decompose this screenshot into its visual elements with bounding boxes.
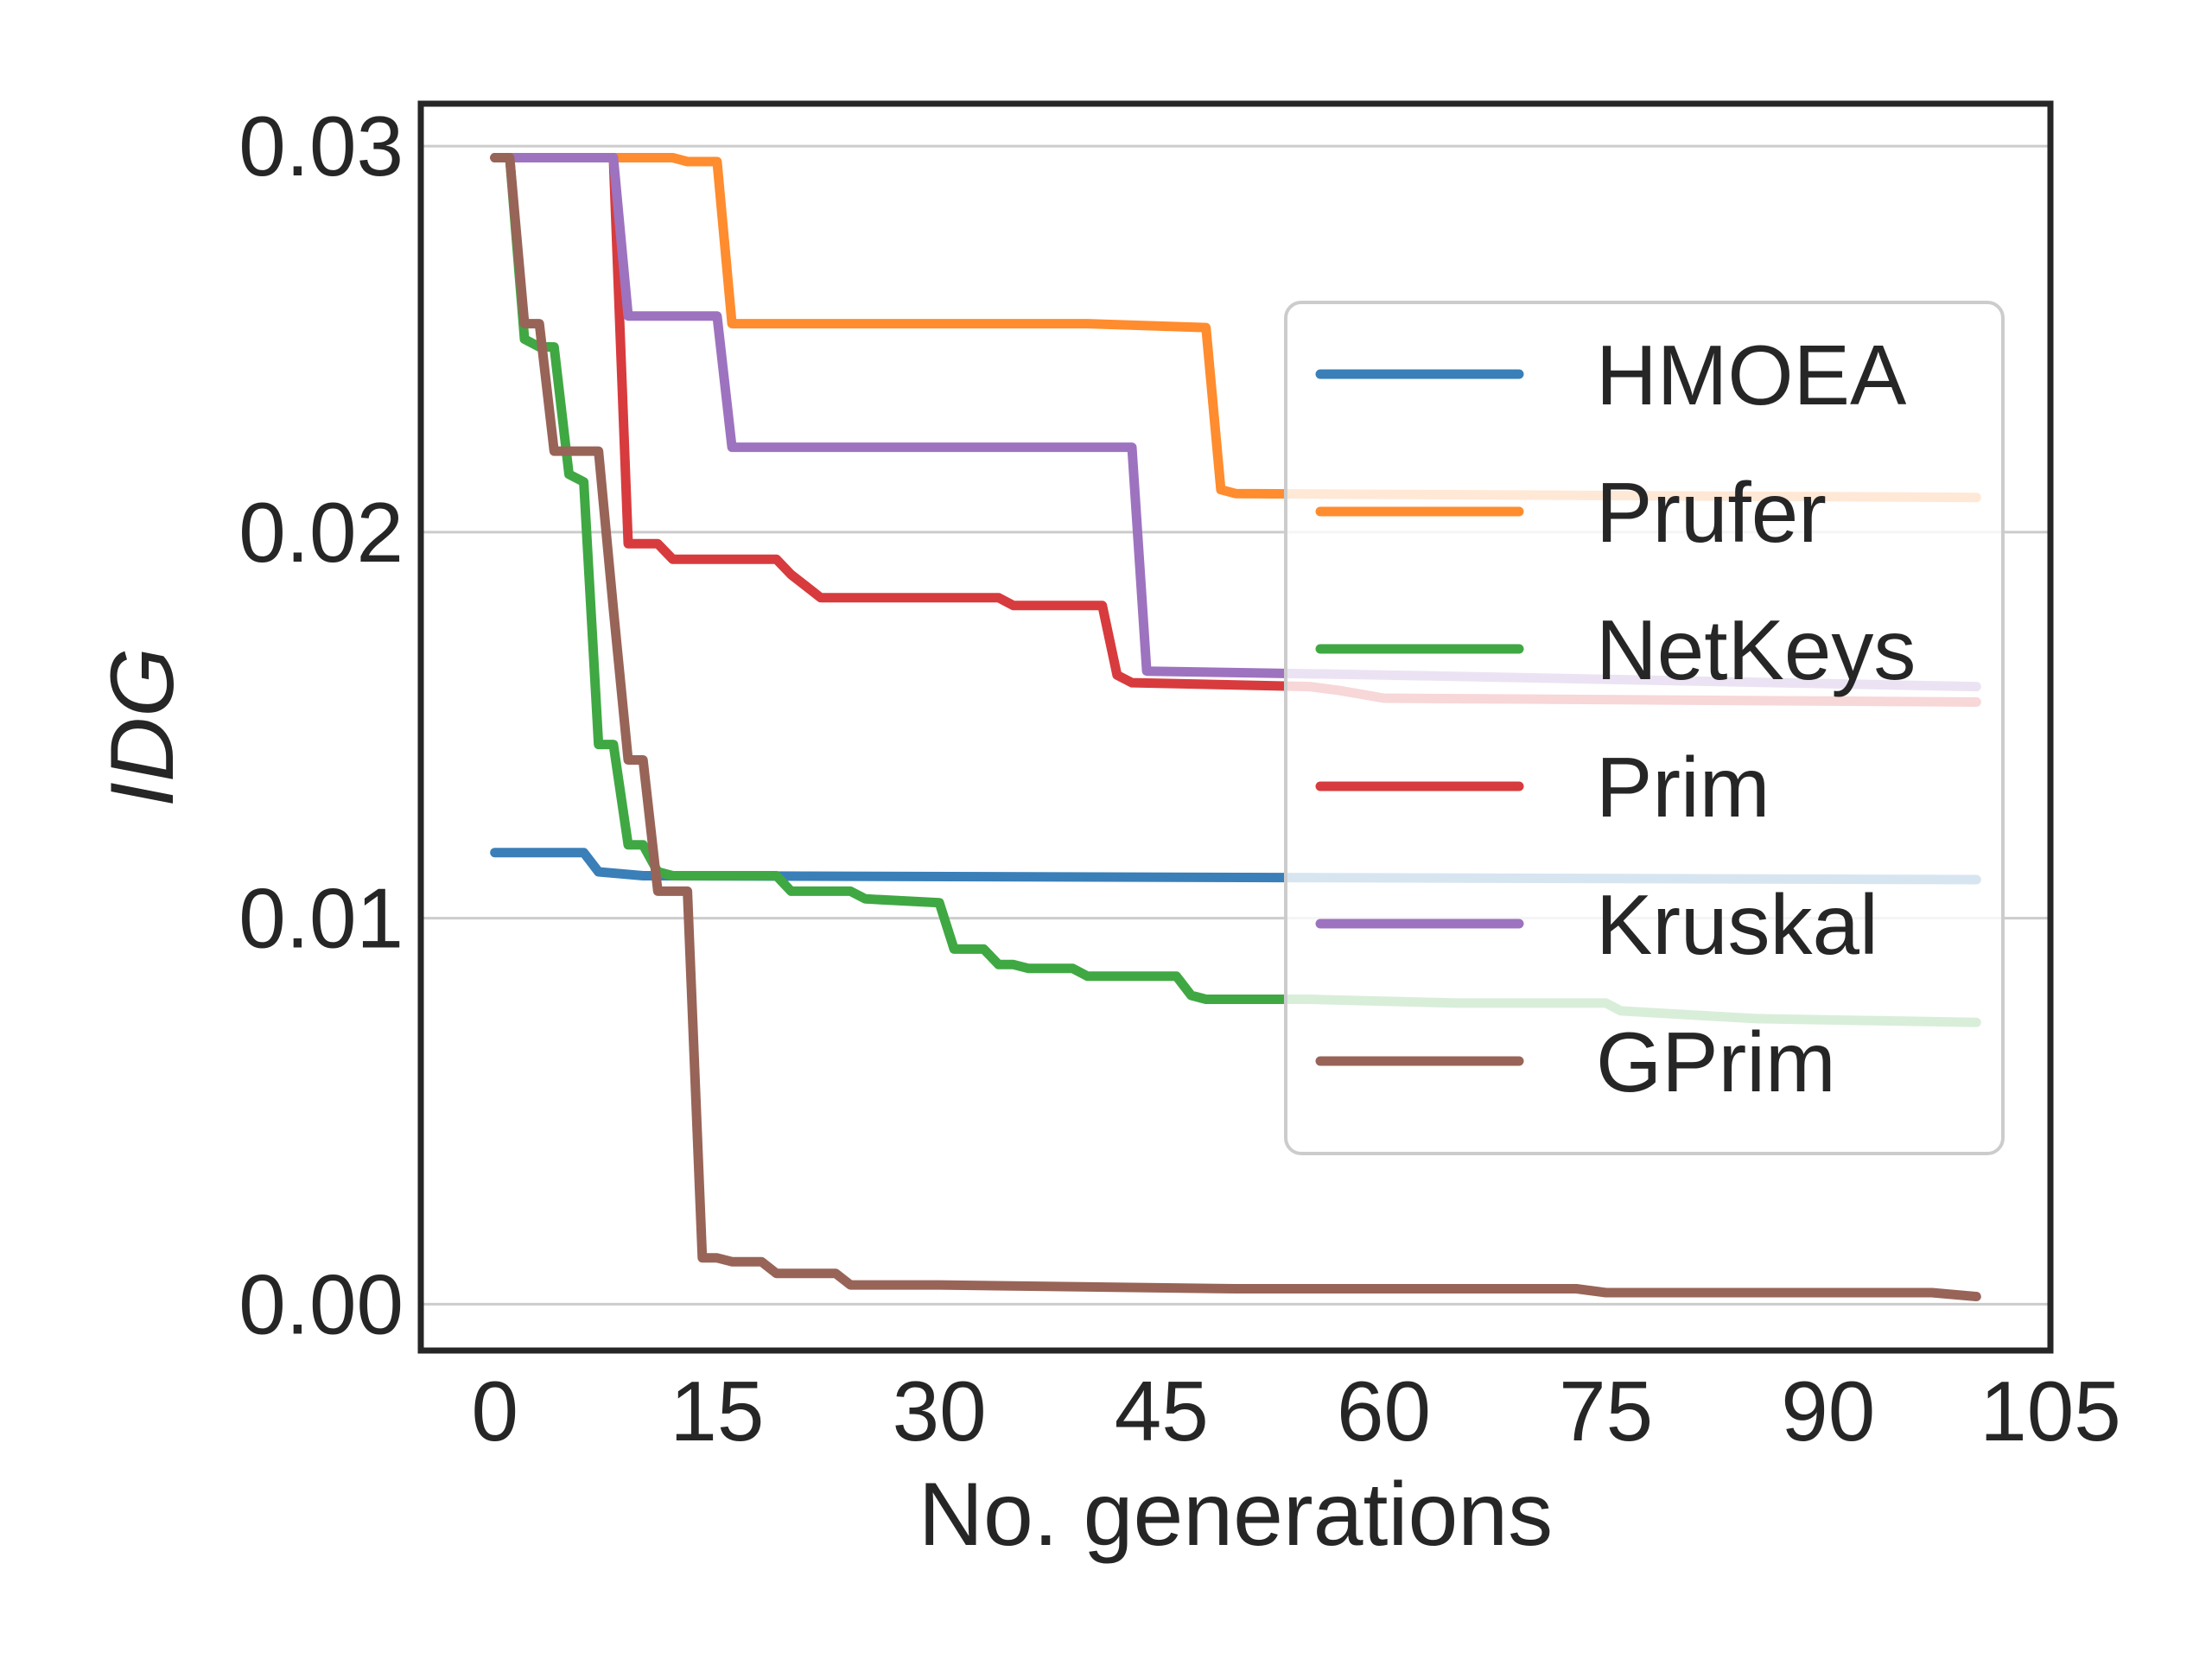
y-axis-label: IDG [92, 647, 193, 807]
x-tick-label: 0 [471, 1363, 518, 1459]
legend-label-prufer: Prufer [1596, 465, 1827, 560]
legend-label-netkeys: NetKeys [1596, 602, 1916, 697]
x-tick-label: 90 [1781, 1363, 1875, 1459]
series-line-gprim [490, 153, 1981, 1301]
x-tick-label: 15 [670, 1363, 764, 1459]
series-line-netkeys [490, 153, 1981, 1027]
series-line-prufer [490, 153, 1981, 503]
x-tick-labels: 0 15 30 45 60 75 90 105 [471, 1363, 2120, 1459]
y-tick-labels: 0.00 0.01 0.02 0.03 [238, 99, 404, 1351]
y-tick-label: 0.02 [238, 485, 404, 580]
x-tick-label: 105 [1980, 1363, 2121, 1459]
x-tick-label: 75 [1559, 1363, 1653, 1459]
x-tick-label: 45 [1115, 1363, 1209, 1459]
x-tick-label: 60 [1337, 1363, 1431, 1459]
x-tick-label: 30 [893, 1363, 987, 1459]
legend-label-hmoea: HMOEA [1596, 327, 1907, 423]
legend-label-prim: Prim [1596, 740, 1770, 835]
series-line-hmoea [490, 848, 1981, 885]
x-axis-label: No. generations [918, 1465, 1553, 1565]
y-tick-label: 0.03 [238, 99, 404, 194]
legend-label-kruskal: Kruskal [1596, 877, 1878, 972]
legend-label-gprim: GPrim [1596, 1014, 1836, 1109]
y-tick-label: 0.00 [238, 1256, 404, 1351]
plot-frame [417, 100, 2054, 1354]
y-tick-label: 0.01 [238, 871, 404, 966]
legend: HMOEA Prufer NetKeys Prim Kruskal GPrim [1284, 301, 2005, 1155]
